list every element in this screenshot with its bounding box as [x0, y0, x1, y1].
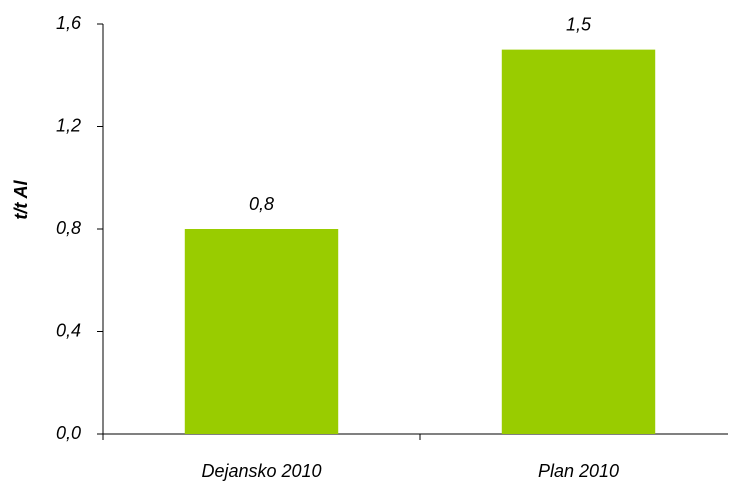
- y-tick-label: 0,8: [56, 218, 81, 238]
- value-label: 1,5: [566, 14, 592, 34]
- y-tick-label: 0,4: [56, 320, 81, 340]
- value-label: 0,8: [249, 194, 274, 214]
- x-tick-label: Plan 2010: [538, 461, 619, 481]
- y-tick-label: 1,2: [56, 115, 81, 135]
- x-tick-label: Dejansko 2010: [201, 461, 321, 481]
- y-axis-label: t/t Al: [11, 179, 31, 219]
- bar: [501, 49, 656, 434]
- y-tick-label: 1,6: [56, 13, 82, 33]
- y-tick-label: 0,0: [56, 423, 81, 443]
- bar: [184, 229, 339, 434]
